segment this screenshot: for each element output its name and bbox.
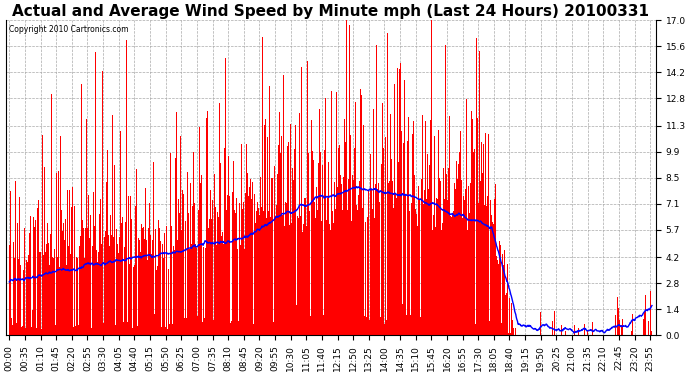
Title: Actual and Average Wind Speed by Minute mph (Last 24 Hours) 20100331: Actual and Average Wind Speed by Minute …	[12, 4, 649, 19]
Text: Copyright 2010 Cartronics.com: Copyright 2010 Cartronics.com	[9, 25, 128, 34]
